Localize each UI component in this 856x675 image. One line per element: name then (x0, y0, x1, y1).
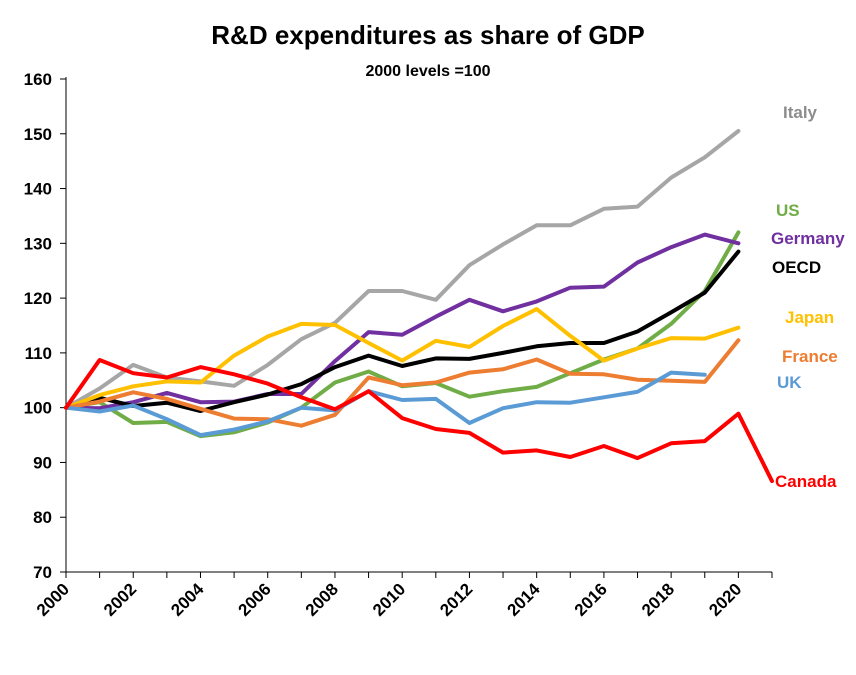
y-tick-label: 120 (24, 289, 52, 308)
x-tick-label: 2006 (235, 580, 275, 620)
x-tick-label: 2000 (33, 580, 73, 620)
series-line-canada (64, 358, 774, 484)
y-tick-label: 140 (24, 180, 52, 199)
series-label-japan: Japan (785, 308, 834, 327)
x-tick-label: 2004 (167, 579, 208, 620)
y-tick-label: 100 (24, 399, 52, 418)
series-labels: Italy US Germany OECD Japan France UK Canada (771, 103, 845, 491)
x-tick-label: 2016 (571, 580, 611, 620)
series-line-germany (64, 232, 741, 411)
x-tick-label: 2012 (436, 580, 476, 620)
series-label-canada: Canada (775, 472, 837, 491)
y-tick-label: 110 (25, 344, 52, 363)
y-tick-label: 130 (24, 234, 52, 253)
y-tick-label: 70 (33, 563, 52, 582)
series-label-uk: UK (777, 373, 802, 392)
y-tick-label: 90 (33, 453, 52, 472)
x-tick-label: 2018 (638, 580, 678, 620)
y-tick-label: 80 (33, 508, 52, 527)
x-tick-label: 2010 (369, 580, 409, 620)
series-label-france: France (782, 347, 838, 366)
x-tick-label: 2020 (705, 580, 745, 620)
series-line-italy (64, 129, 741, 410)
series-label-germany: Germany (771, 229, 845, 248)
axes: 70 80 90 100 110 120 130 140 150 160 2000 2002 2004 2… (24, 70, 773, 620)
series-label-oecd: OECD (772, 258, 821, 277)
chart-subtitle: 2000 levels =100 (365, 63, 490, 80)
series-line-uk (64, 370, 707, 438)
series-label-us: US (776, 201, 800, 220)
series-line-france (64, 338, 741, 428)
series-line-oecd (64, 249, 741, 413)
series-line-japan (64, 307, 741, 410)
x-tick-label: 2002 (100, 580, 140, 620)
series-label-italy: Italy (783, 103, 818, 122)
x-tick-label: 2014 (504, 579, 545, 620)
y-tick-label: 150 (24, 125, 52, 144)
y-tick-label: 160 (24, 70, 52, 89)
x-tick-label: 2008 (302, 580, 342, 620)
chart-title: R&D expenditures as share of GDP (211, 20, 644, 50)
series-lines (64, 129, 774, 484)
